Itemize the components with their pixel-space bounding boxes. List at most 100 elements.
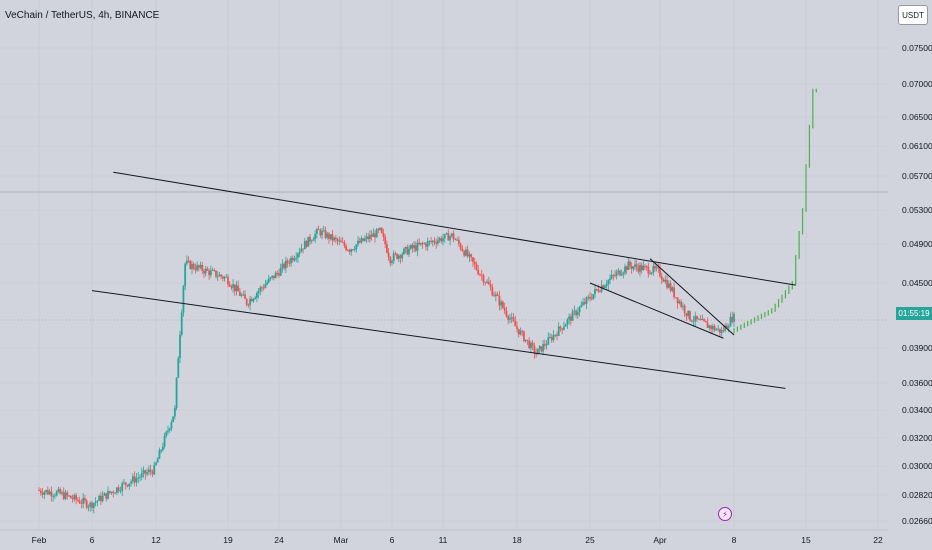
candle-body <box>333 237 336 241</box>
candle-body <box>512 317 515 321</box>
candle-body <box>666 279 668 288</box>
candle-body <box>440 238 443 242</box>
candle-body <box>479 274 481 276</box>
candle-body <box>155 462 157 465</box>
candle-body <box>369 234 371 240</box>
candle-body <box>284 260 287 269</box>
candle-body <box>630 265 633 269</box>
x-tick-label: 6 <box>390 535 395 545</box>
candle-body <box>535 353 538 355</box>
candle-body <box>350 249 353 252</box>
candle-body <box>599 291 601 293</box>
y-tick-label: 0.03400 <box>902 405 932 415</box>
candle-body <box>443 234 446 239</box>
candle-body <box>624 266 626 273</box>
candle-body <box>203 271 205 274</box>
candle-body <box>726 325 728 329</box>
candle-body <box>727 326 730 329</box>
candle-body <box>496 294 499 296</box>
candle-body <box>620 274 623 276</box>
candle-body <box>274 272 277 279</box>
candle-body <box>559 326 562 329</box>
candle-body <box>123 482 125 484</box>
candle-body <box>597 289 600 292</box>
candle-body <box>442 238 444 242</box>
candle-body <box>475 264 478 270</box>
projection-bars <box>733 88 817 334</box>
candle-body <box>549 336 551 338</box>
wedge-upper[interactable] <box>649 258 735 336</box>
candle-body <box>676 297 679 304</box>
y-tick-label: 0.03000 <box>902 461 932 471</box>
candle-body <box>428 240 431 242</box>
candle-body <box>650 272 653 274</box>
candle-body <box>208 270 211 276</box>
candle-body <box>556 334 558 336</box>
candle-body <box>64 492 67 499</box>
candle-body <box>303 241 306 250</box>
candle-body <box>297 253 299 258</box>
candle-body <box>580 305 583 308</box>
currency-button[interactable]: USDT <box>898 5 928 25</box>
candle-body <box>600 285 603 292</box>
y-tick-label: 0.05300 <box>902 205 932 215</box>
candle-body <box>144 470 147 475</box>
candle-body <box>78 500 81 504</box>
candle-body <box>516 326 518 329</box>
candle-body <box>421 243 424 244</box>
wedge-lower[interactable] <box>589 282 724 339</box>
candle-body <box>317 229 320 230</box>
candle-body <box>615 272 618 276</box>
candle-body <box>389 257 392 264</box>
candle-body <box>411 245 414 249</box>
candle-body <box>334 237 337 240</box>
candle-body <box>425 243 427 247</box>
channel-lower[interactable] <box>91 290 786 389</box>
candle-body <box>472 257 474 262</box>
candle-body <box>247 304 250 306</box>
candle-body <box>667 283 670 288</box>
candle-body <box>642 265 645 271</box>
candle-body <box>196 265 199 271</box>
candle-body <box>269 277 272 279</box>
candle-body <box>720 330 723 333</box>
candle-body <box>604 285 606 288</box>
candle-body <box>204 268 207 274</box>
candle-body <box>170 422 173 429</box>
candle-body <box>321 231 323 236</box>
candle-body <box>404 247 407 249</box>
trendlines[interactable] <box>91 171 796 389</box>
candle-body <box>477 269 480 275</box>
candle-body <box>235 285 238 292</box>
candle-body <box>649 273 651 275</box>
x-tick-label: 15 <box>801 535 811 545</box>
candle-body <box>674 297 677 298</box>
candle-body <box>250 298 253 302</box>
candle-body <box>206 268 209 271</box>
candle-body <box>103 493 106 496</box>
candle-body <box>704 321 707 323</box>
candle-body <box>146 472 149 475</box>
candle-body <box>370 234 373 237</box>
channel-upper[interactable] <box>113 171 796 286</box>
countdown-badge: 01:55:19 <box>896 307 932 320</box>
candle-body <box>266 282 268 285</box>
candle-body <box>403 248 405 255</box>
candle-body <box>657 267 660 269</box>
candle-body <box>582 302 584 306</box>
candle-body <box>503 307 506 311</box>
candle-body <box>550 336 553 341</box>
candle-body <box>573 310 576 312</box>
candle-body <box>209 270 212 276</box>
candle-body <box>105 493 108 499</box>
candle-body <box>689 310 691 321</box>
candle-body <box>449 236 451 241</box>
lightning-icon[interactable]: ⚡ <box>718 507 732 521</box>
candle-body <box>340 240 342 243</box>
candle-body <box>380 227 383 234</box>
candle-body <box>221 276 224 279</box>
candle-body <box>271 275 274 278</box>
candle-body <box>660 276 663 280</box>
